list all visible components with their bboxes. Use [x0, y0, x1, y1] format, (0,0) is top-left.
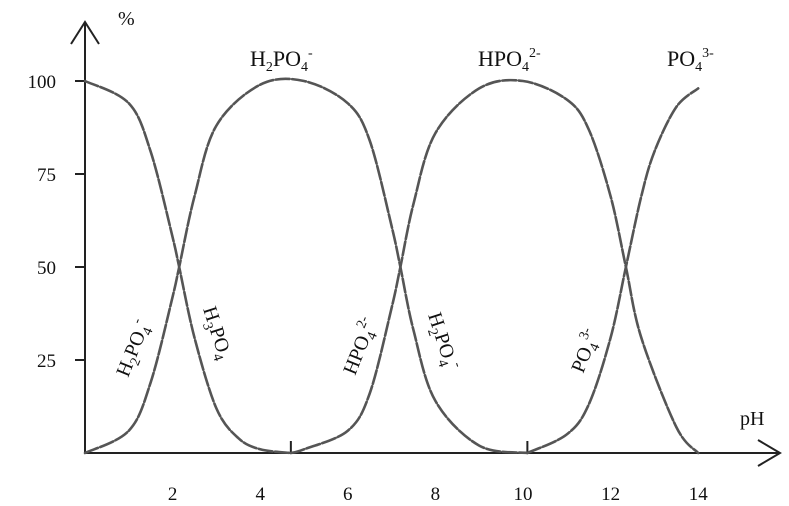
species-label-curve-1: H2PO4- — [109, 316, 158, 382]
y-tick-label: 25 — [37, 351, 56, 372]
x-axis-arrow — [757, 439, 782, 467]
species-label-curve-3: HPO42- — [336, 314, 385, 380]
y-axis-title: % — [118, 8, 135, 30]
y-tick-label: 75 — [37, 165, 56, 186]
x-tick-label: 2 — [168, 484, 178, 505]
series-line-3 — [289, 78, 700, 455]
series-line-2 — [83, 77, 529, 455]
y-axis-arrow — [70, 20, 100, 45]
series-line-4 — [526, 87, 700, 455]
species-label-curve-2: H3PO4 — [194, 304, 235, 363]
top-label-group: H2PO4- HPO42- PO43- — [250, 46, 714, 75]
species-label-top-1: H2PO4- — [250, 46, 313, 75]
series-line-1 — [83, 79, 293, 455]
axes: % pH — [70, 8, 782, 467]
x-axis-title: pH — [740, 408, 764, 430]
curve-group — [83, 77, 700, 455]
y-tick-label: 50 — [37, 258, 56, 279]
x-tick-label: 10 — [514, 484, 533, 505]
x-tick-label: 6 — [343, 484, 353, 505]
tick-group: 2 4 6 8 10 12 14 25 50 75 100 — [28, 72, 709, 505]
y-tick-label: 100 — [28, 72, 57, 93]
x-tick-label: 8 — [431, 484, 441, 505]
curve-label-group: H2PO4- H3PO4 HPO42- H2PO4- PO43- — [109, 304, 603, 382]
x-tick-label: 12 — [601, 484, 620, 505]
species-label-top-3: PO43- — [667, 46, 714, 75]
x-tick-label: 14 — [689, 484, 709, 505]
x-tick-label: 4 — [255, 484, 265, 505]
species-label-curve-4: H2PO4- — [419, 309, 465, 374]
species-label-top-2: HPO42- — [478, 46, 541, 75]
